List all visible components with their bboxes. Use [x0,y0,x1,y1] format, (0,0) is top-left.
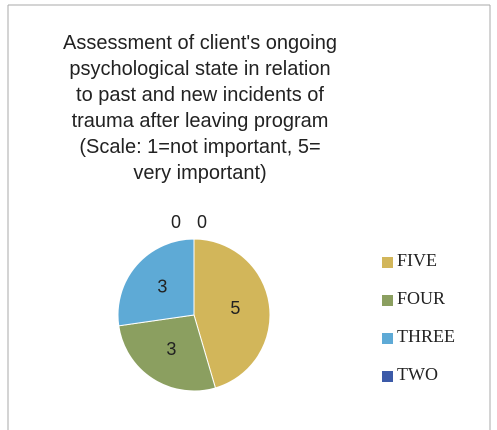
legend-swatch [382,333,393,344]
legend-swatch [382,257,393,268]
data-label: 5 [230,298,240,318]
pie-slice [193,238,271,389]
chart-title: Assessment of client's ongoing psycholog… [63,32,337,184]
legend-label: THREE [397,326,455,346]
data-label: 3 [157,276,167,296]
data-label: 3 [166,339,176,359]
data-label: 0 [171,212,181,232]
legend-label: FIVE [397,250,437,270]
legend-swatch [382,295,393,306]
legend-label: TWO [397,364,438,384]
legend-swatch [382,371,393,382]
pie-slice [117,238,195,327]
pie-slice [118,314,217,392]
legend-label: FOUR [397,288,445,308]
data-label: 0 [197,212,207,232]
